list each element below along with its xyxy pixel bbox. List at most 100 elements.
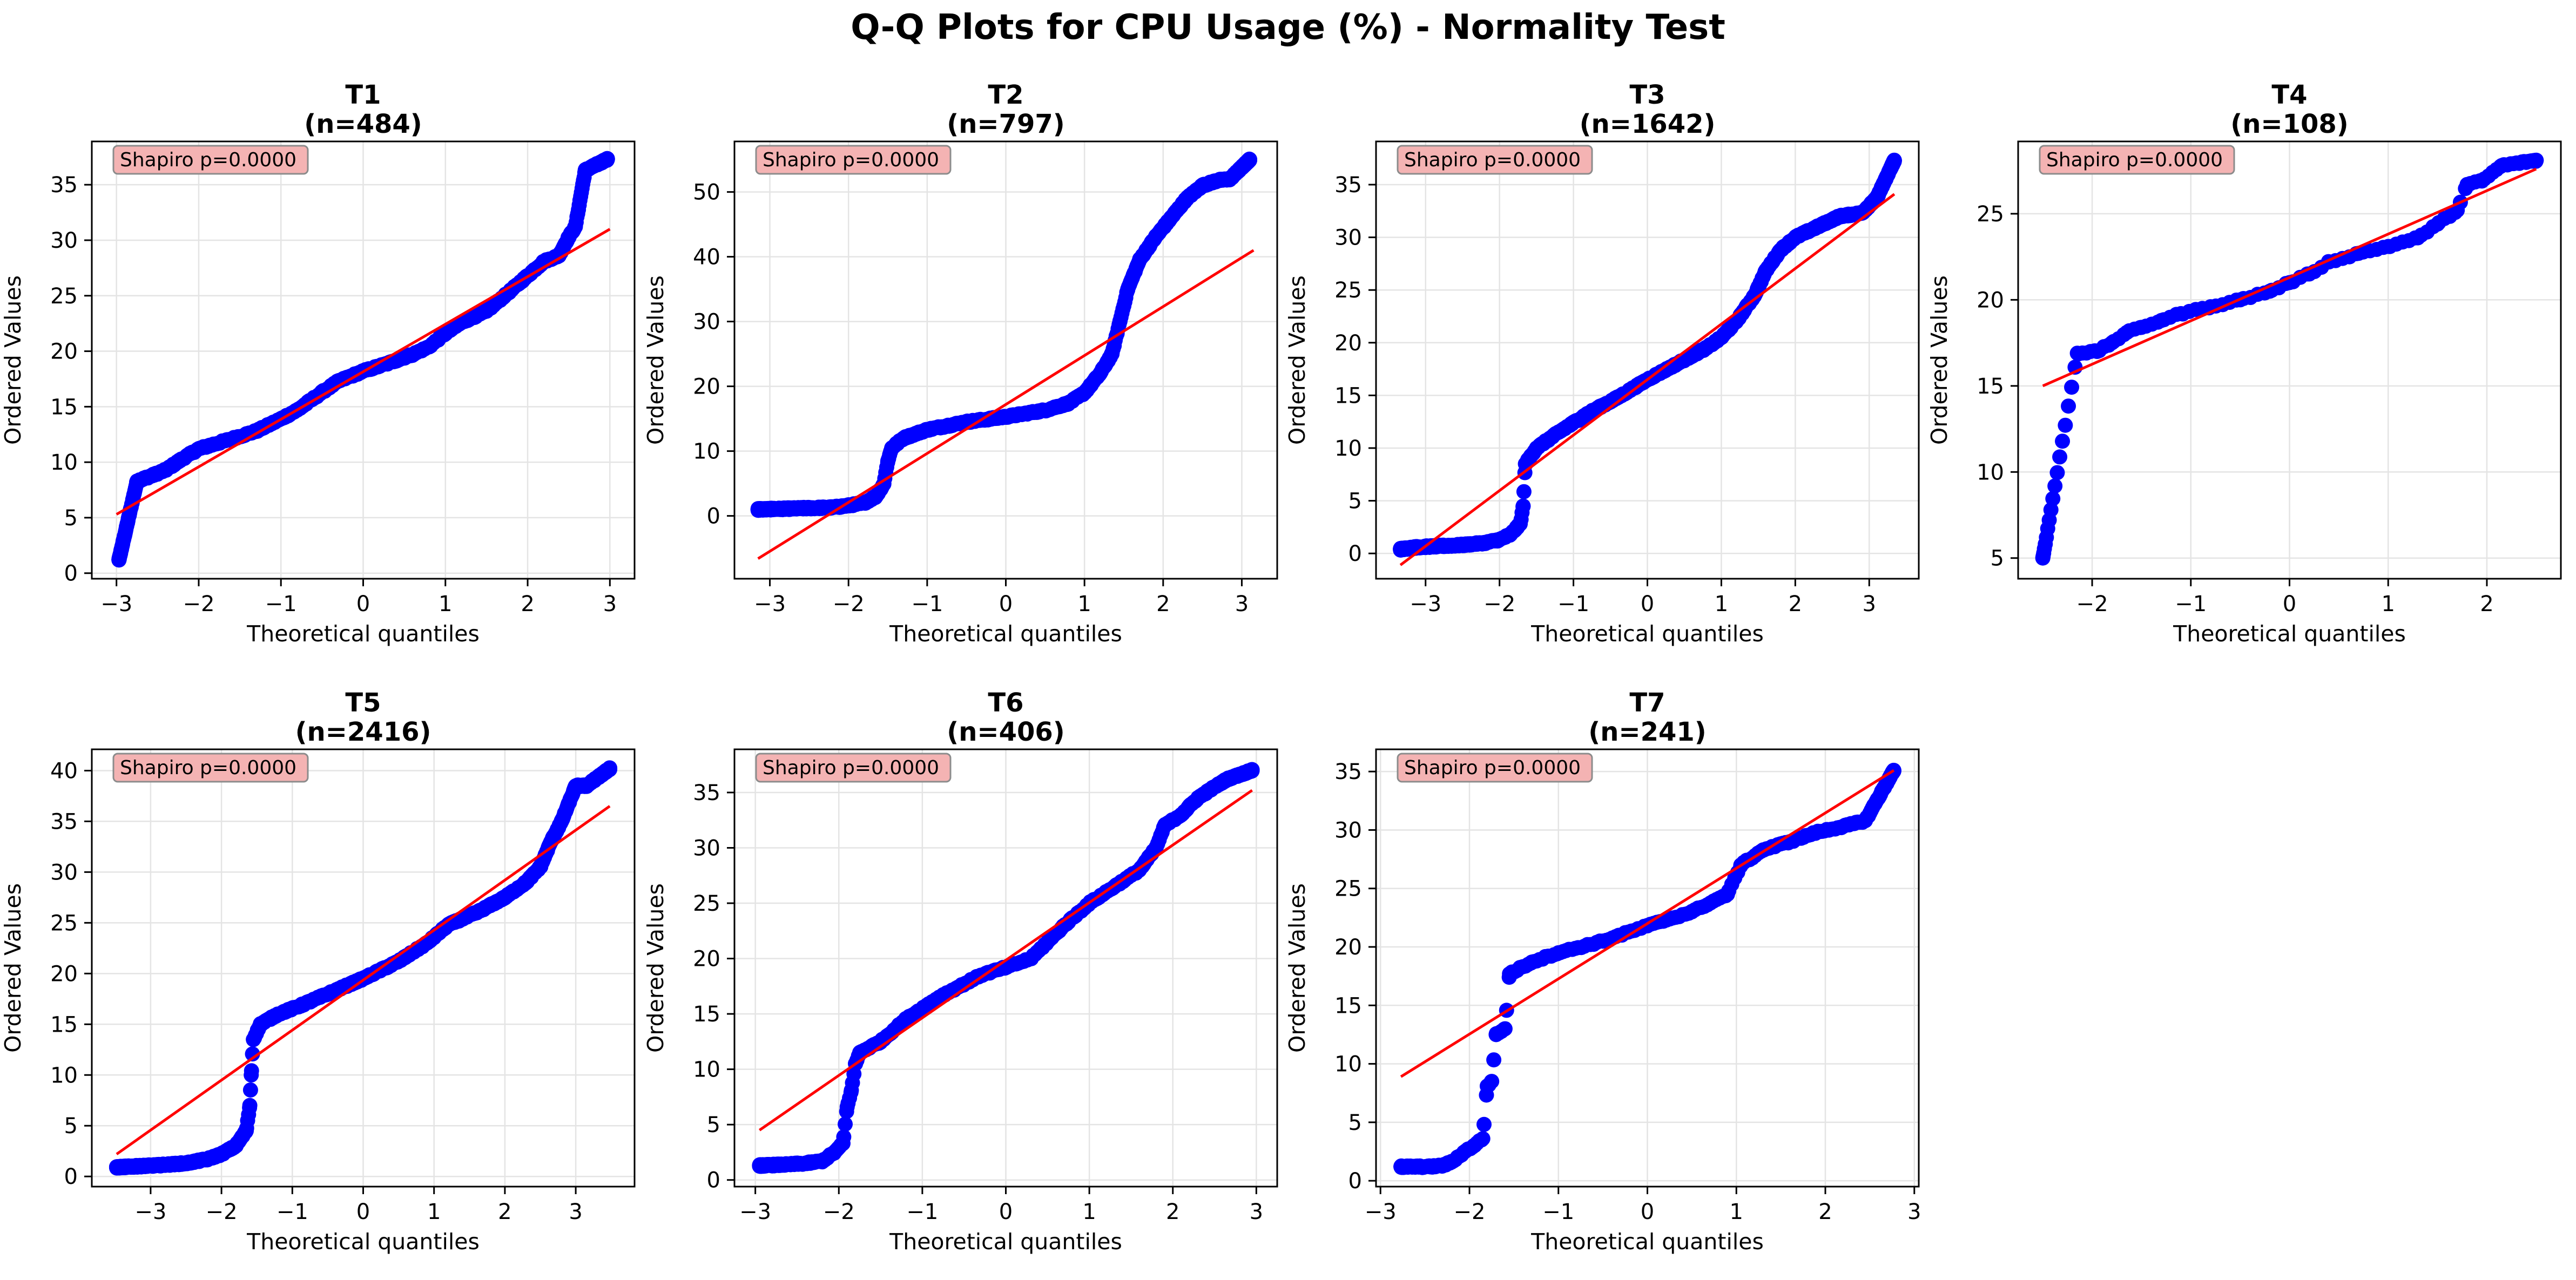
data-point xyxy=(1474,1132,1489,1147)
y-axis-label: Ordered Values xyxy=(643,275,669,445)
x-axis-label: Theoretical quantiles xyxy=(246,621,480,647)
x-tick-label: 0 xyxy=(356,1200,370,1224)
y-tick-label: 20 xyxy=(1334,935,1362,960)
y-axis-label: Ordered Values xyxy=(1284,275,1310,445)
subplot-title: T4 xyxy=(2271,80,2307,110)
x-tick-label: −2 xyxy=(1483,592,1515,617)
data-point xyxy=(2058,418,2073,433)
x-tick-label: 1 xyxy=(1077,592,1091,617)
subplot-t2: −3 −2 −1 0 1 2 301020304050Theoretical quantil… xyxy=(643,80,1277,647)
y-tick-label: 25 xyxy=(1334,877,1362,902)
y-tick-label: 25 xyxy=(1977,202,2004,227)
shapiro-annotation: Shapiro p=0.0000 xyxy=(120,757,296,779)
y-tick-label: 35 xyxy=(50,173,78,198)
y-tick-label: 15 xyxy=(1334,383,1362,408)
x-tick-label: −3 xyxy=(100,592,132,617)
shapiro-annotation: Shapiro p=0.0000 xyxy=(1404,757,1581,779)
y-tick-label: 5 xyxy=(64,1114,78,1139)
subplot-subtitle: (n=406) xyxy=(947,717,1064,747)
y-tick-label: 0 xyxy=(64,561,78,586)
y-tick-label: 50 xyxy=(693,180,720,205)
y-tick-label: 25 xyxy=(1334,278,1362,303)
y-tick-label: 40 xyxy=(693,245,720,270)
subplot-subtitle: (n=797) xyxy=(947,109,1064,139)
x-tick-label: 2 xyxy=(1156,592,1170,617)
y-tick-label: 15 xyxy=(1977,374,2004,399)
subplot-title: T7 xyxy=(1629,688,1665,718)
y-tick-label: 20 xyxy=(693,375,720,399)
data-point xyxy=(1476,1117,1492,1132)
y-tick-label: 5 xyxy=(707,1113,720,1137)
x-axis-label: Theoretical quantiles xyxy=(246,1229,480,1255)
data-point xyxy=(1245,762,1260,777)
y-tick-label: 15 xyxy=(50,395,78,419)
y-tick-label: 20 xyxy=(50,961,78,986)
x-tick-label: 1 xyxy=(1082,1200,1096,1224)
data-point xyxy=(2052,449,2067,464)
data-point xyxy=(242,1100,257,1115)
x-tick-label: 1 xyxy=(1730,1200,1743,1224)
figure-title: Q-Q Plots for CPU Usage (%) - Normality … xyxy=(851,8,1725,48)
y-tick-label: 0 xyxy=(64,1164,78,1189)
x-tick-label: 2 xyxy=(521,592,534,617)
subplot-title: T2 xyxy=(988,80,1023,110)
subplot-subtitle: (n=241) xyxy=(1588,717,1706,747)
x-tick-label: −2 xyxy=(206,1200,238,1224)
subplot-title: T3 xyxy=(1629,80,1665,110)
y-tick-label: 30 xyxy=(693,310,720,335)
y-tick-label: 15 xyxy=(1334,993,1362,1018)
x-tick-label: 0 xyxy=(1641,1200,1654,1224)
x-tick-label: −2 xyxy=(1454,1200,1486,1224)
y-axis-label: Ordered Values xyxy=(1926,275,1952,445)
y-tick-label: 35 xyxy=(1334,173,1362,198)
data-point xyxy=(836,1129,851,1144)
y-tick-label: 35 xyxy=(50,809,78,834)
y-tick-label: 5 xyxy=(1348,489,1362,514)
y-tick-label: 15 xyxy=(693,1002,720,1027)
y-axis-label: Ordered Values xyxy=(1284,883,1310,1053)
x-tick-label: 2 xyxy=(1789,592,1802,617)
data-point xyxy=(2049,465,2065,480)
data-point xyxy=(1483,1074,1499,1089)
x-axis-label: Theoretical quantiles xyxy=(889,1229,1122,1255)
y-tick-label: 0 xyxy=(1348,1169,1362,1194)
x-tick-label: −3 xyxy=(739,1200,771,1224)
x-tick-label: −1 xyxy=(265,592,297,617)
y-tick-label: 10 xyxy=(1334,1052,1362,1077)
y-tick-label: 10 xyxy=(50,450,78,475)
y-tick-label: 10 xyxy=(1334,436,1362,461)
x-tick-label: 3 xyxy=(603,592,617,617)
data-point xyxy=(1486,1052,1501,1067)
x-tick-label: −2 xyxy=(183,592,214,617)
y-axis-label: Ordered Values xyxy=(0,275,26,445)
x-tick-label: 2 xyxy=(498,1200,511,1224)
x-tick-label: 1 xyxy=(439,592,452,617)
y-tick-label: 0 xyxy=(707,1168,720,1193)
y-axis-label: Ordered Values xyxy=(0,883,26,1053)
shapiro-annotation: Shapiro p=0.0000 xyxy=(2046,149,2223,171)
x-tick-label: 2 xyxy=(1818,1200,1832,1224)
x-tick-label: −2 xyxy=(2076,592,2108,617)
shapiro-annotation: Shapiro p=0.0000 xyxy=(763,149,939,171)
subplot-title: T1 xyxy=(345,80,381,110)
y-tick-label: 30 xyxy=(50,228,78,253)
data-point xyxy=(2061,398,2076,414)
shapiro-annotation: Shapiro p=0.0000 xyxy=(1404,149,1581,171)
y-tick-label: 25 xyxy=(693,891,720,916)
subplot-t4: −2 −1 0 1 2510152025Theoretical quantilesOrd… xyxy=(1926,80,2561,647)
x-tick-label: 0 xyxy=(356,592,370,617)
data-point xyxy=(1516,484,1532,499)
y-tick-label: 30 xyxy=(1334,818,1362,843)
subplot-subtitle: (n=2416) xyxy=(295,717,431,747)
y-tick-label: 20 xyxy=(1977,288,2004,313)
x-tick-label: 1 xyxy=(427,1200,441,1224)
y-tick-label: 10 xyxy=(50,1063,78,1088)
x-axis-label: Theoretical quantiles xyxy=(1530,1229,1764,1255)
y-tick-label: 30 xyxy=(50,860,78,885)
data-point xyxy=(243,1082,258,1098)
x-tick-label: 3 xyxy=(1907,1200,1921,1224)
